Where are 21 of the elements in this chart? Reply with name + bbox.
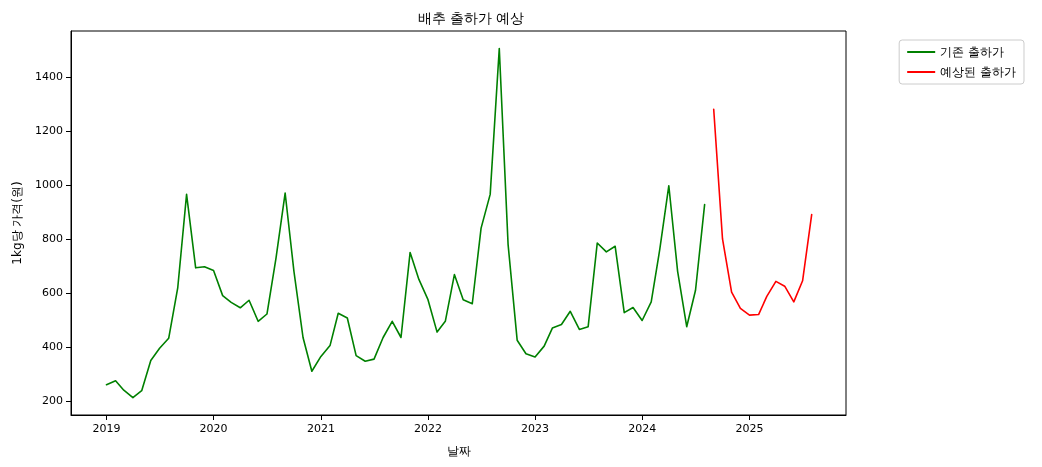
y-tick-label: 600 — [42, 286, 63, 300]
x-tick-label: 2020 — [199, 422, 228, 435]
x-tick-label: 2022 — [413, 422, 442, 435]
line-series — [712, 108, 813, 316]
y-tick-label: 1000 — [35, 178, 63, 192]
legend-label: 예상된 출하가 — [940, 65, 1017, 79]
line-series — [105, 47, 706, 399]
y-tick-label: 1400 — [35, 70, 63, 84]
y-tick-label: 800 — [42, 232, 63, 246]
x-tick-label: 2025 — [735, 422, 764, 435]
x-tick-label: 2019 — [92, 422, 121, 435]
y-tick-label: 400 — [42, 340, 63, 354]
chart-title: 배추 출하가 예상 — [417, 10, 525, 26]
y-tick-label: 200 — [42, 394, 63, 408]
y-axis-title: 1kg당 가격(원) — [10, 181, 24, 265]
x-tick-label: 2021 — [306, 422, 335, 435]
x-axis-title: 날짜 — [446, 444, 471, 458]
x-tick-label: 2023 — [521, 422, 550, 435]
x-tick-label: 2024 — [628, 422, 657, 435]
legend-label: 기존 출하가 — [940, 45, 1005, 59]
y-tick-label: 1200 — [35, 124, 63, 138]
